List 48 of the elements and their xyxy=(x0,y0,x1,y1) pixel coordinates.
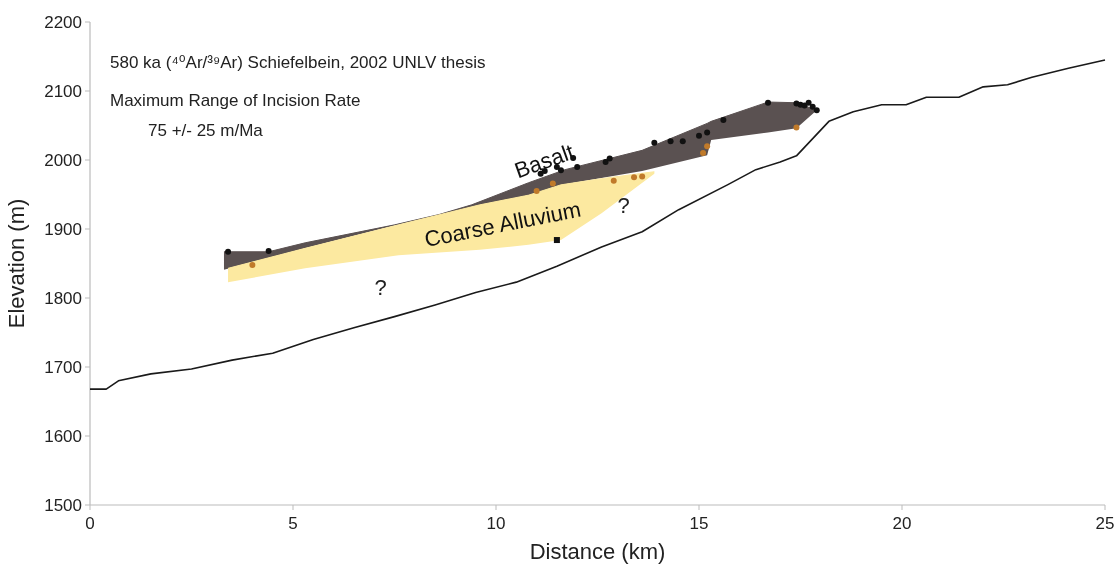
y-tick-label: 1800 xyxy=(44,288,82,308)
y-tick-label: 1500 xyxy=(44,495,82,515)
y-axis-title: Elevation (m) xyxy=(4,198,29,329)
point xyxy=(809,103,816,110)
point xyxy=(813,107,820,114)
annotation: ? xyxy=(374,275,387,301)
y-tick-label: 1600 xyxy=(44,426,82,446)
point xyxy=(805,99,812,106)
y-tick-label: 2200 xyxy=(44,12,82,32)
x-tick-label: 15 xyxy=(689,514,709,533)
x-tick-label: 0 xyxy=(85,514,95,533)
annotation: 580 ka (⁴⁰Ar/³⁹Ar) Schiefelbein, 2002 UNLV thesis xyxy=(110,53,486,72)
point xyxy=(793,124,800,131)
point xyxy=(553,237,560,244)
annotation: 75 +/- 25 m/Ma xyxy=(148,121,264,140)
text: Basalt xyxy=(511,139,578,184)
point xyxy=(574,163,581,170)
point xyxy=(533,188,540,195)
point xyxy=(765,99,772,106)
x-tick-label: 5 xyxy=(288,514,298,533)
y-tick-label: 1900 xyxy=(44,219,82,239)
x-tick-label: 25 xyxy=(1095,514,1115,533)
point xyxy=(651,139,658,146)
point xyxy=(549,180,556,187)
point xyxy=(679,138,686,145)
point xyxy=(696,132,702,139)
point xyxy=(639,173,646,180)
annotation: ? xyxy=(617,193,630,219)
x-tick-label: 20 xyxy=(892,514,912,533)
point xyxy=(225,248,232,255)
point xyxy=(265,248,272,255)
annotation: Maximum Range of Incision Rate xyxy=(110,91,361,110)
point xyxy=(704,143,711,150)
point xyxy=(667,138,674,145)
point xyxy=(704,129,711,136)
y-tick-label: 1700 xyxy=(44,357,82,377)
x-axis-title: Distance (km) xyxy=(529,539,666,564)
text: Coarse Alluvium xyxy=(422,196,584,253)
y-tick-label: 2100 xyxy=(44,81,82,101)
point xyxy=(700,150,707,157)
point xyxy=(602,159,609,166)
x-tick-label: 10 xyxy=(486,514,506,533)
point xyxy=(631,174,638,181)
y-tick-label: 2000 xyxy=(44,150,82,170)
point xyxy=(249,261,256,268)
point xyxy=(720,116,727,123)
point xyxy=(606,155,613,162)
point xyxy=(610,177,617,184)
